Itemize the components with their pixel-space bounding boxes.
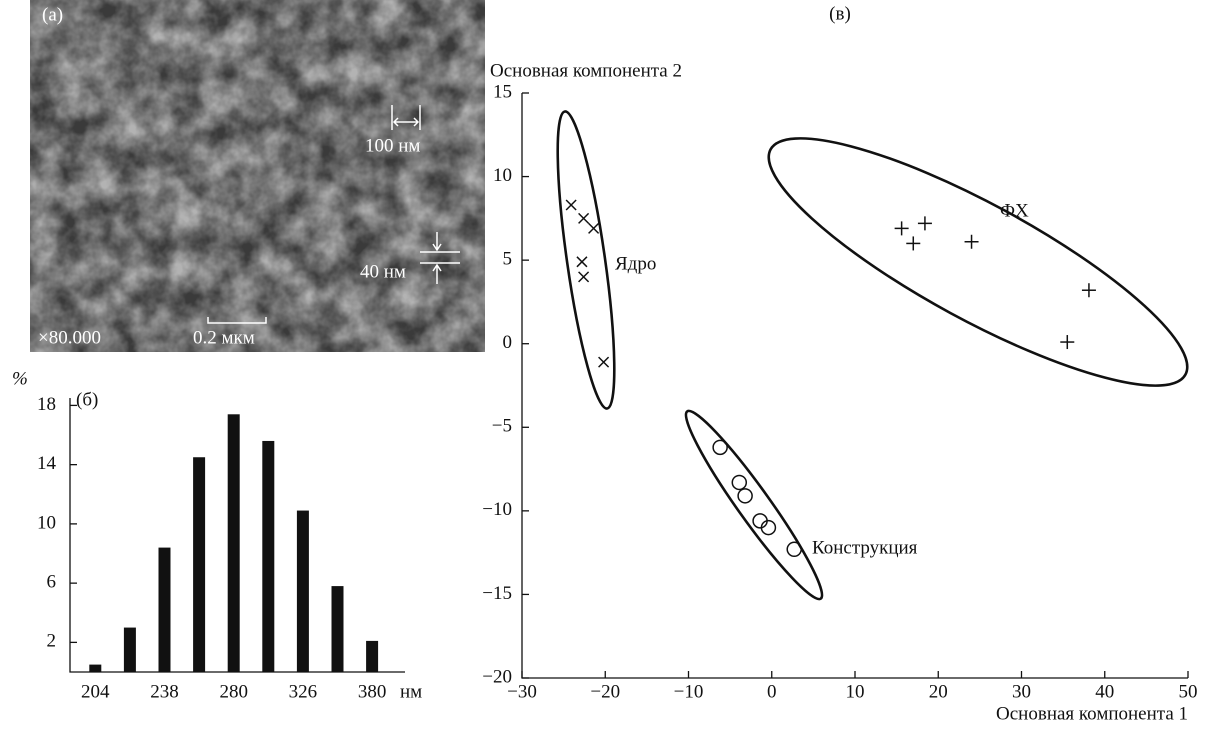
- bar: [193, 457, 206, 672]
- x-axis-label: Основная компонента 1: [996, 703, 1188, 724]
- point-shape: [578, 212, 590, 224]
- axes: [521, 93, 1188, 679]
- scale-label: 0.2 мкм: [193, 327, 255, 348]
- bar: [158, 547, 171, 672]
- y-axis-label: Основная компонента 2: [490, 60, 682, 81]
- point-shape: [731, 474, 748, 491]
- y-tick-label: 5: [503, 249, 513, 270]
- point: [598, 356, 610, 368]
- cluster-outline: [684, 409, 824, 601]
- y-axis-label: %: [12, 368, 28, 389]
- point-shape: [588, 222, 600, 234]
- series-label: Конструкция: [812, 537, 918, 558]
- point: [786, 541, 802, 558]
- bar: [366, 640, 379, 672]
- y-tick-label: 14: [37, 453, 57, 474]
- point: [964, 234, 979, 249]
- scale-label: 100 нм: [365, 135, 420, 156]
- series-label: ФХ: [1000, 200, 1029, 221]
- panel-label: (в): [829, 3, 851, 24]
- y-tick-label: 6: [47, 571, 57, 592]
- point: [737, 488, 753, 504]
- point: [760, 519, 777, 536]
- x-tick-label: −20: [590, 681, 620, 702]
- point: [1081, 283, 1096, 298]
- point: [578, 212, 590, 224]
- scale-bar: [207, 317, 267, 324]
- x-tick-label: 50: [1179, 681, 1198, 702]
- bar: [89, 664, 102, 672]
- y-tick-label: −5: [492, 416, 512, 437]
- series-label: Ядро: [615, 253, 656, 274]
- bar: [296, 510, 309, 672]
- y-tick-label: 0: [503, 332, 513, 353]
- point-shape: [760, 519, 777, 536]
- y-tick-label: 15: [493, 81, 512, 102]
- bar: [262, 440, 275, 672]
- cluster-outline: [556, 110, 616, 410]
- point: [1060, 335, 1075, 350]
- y-tick-label: −20: [482, 666, 512, 687]
- micrograph: (а) 100 нм 40 нм ×80.000 0.2 мкм: [30, 0, 485, 352]
- point: [588, 222, 600, 234]
- y-tick-label: 10: [37, 512, 56, 533]
- micrograph-texture: [30, 0, 485, 352]
- point-shape: [565, 199, 577, 211]
- point-shape: [576, 256, 588, 268]
- point: [906, 236, 921, 251]
- point-shape: [598, 356, 610, 368]
- x-tick-label: 20: [929, 681, 948, 702]
- histogram: % (б) нм 2 6 10 14 18 204 238 280 326 380: [12, 368, 422, 702]
- cluster-outline: [767, 137, 1189, 387]
- x-tick-label: 238: [150, 681, 179, 702]
- magnification: ×80.000: [38, 327, 101, 348]
- panel-label: (б): [76, 389, 98, 410]
- x-tick-label: 40: [1095, 681, 1114, 702]
- point: [917, 216, 932, 231]
- y-tick-label: −10: [482, 499, 512, 520]
- point: [712, 439, 728, 456]
- point: [894, 221, 909, 236]
- x-tick-label: −30: [507, 681, 537, 702]
- y-tick-label: 18: [37, 394, 56, 415]
- point: [576, 256, 588, 268]
- bar: [227, 414, 240, 672]
- x-tick-label: 30: [1012, 681, 1031, 702]
- x-tick-label: 10: [846, 681, 865, 702]
- x-axis-unit: нм: [400, 681, 422, 702]
- x-tick-label: 204: [81, 681, 110, 702]
- y-tick-label: 2: [47, 631, 57, 652]
- point: [565, 199, 577, 211]
- scatter-chart: (в) Основная компонента 2 Основная компо…: [482, 3, 1198, 724]
- point-shape: [712, 439, 728, 456]
- panel-label: (а): [42, 4, 63, 25]
- bar: [123, 627, 136, 672]
- bar: [331, 586, 344, 672]
- y-tick-label: 10: [493, 165, 512, 186]
- y-tick-label: −15: [482, 583, 512, 604]
- x-tick-label: 380: [358, 681, 387, 702]
- scale-label: 40 нм: [360, 261, 406, 282]
- x-tick-label: 326: [289, 681, 318, 702]
- point-shape: [737, 488, 753, 504]
- scale-arrow: [432, 232, 442, 284]
- x-tick-label: −10: [674, 681, 704, 702]
- x-tick-label: 0: [767, 681, 777, 702]
- point: [731, 474, 748, 491]
- point-shape: [578, 271, 590, 283]
- x-tick-label: 280: [219, 681, 248, 702]
- point-shape: [786, 541, 802, 558]
- axes: [69, 398, 405, 673]
- scale-arrow: [392, 117, 420, 127]
- point: [578, 271, 590, 283]
